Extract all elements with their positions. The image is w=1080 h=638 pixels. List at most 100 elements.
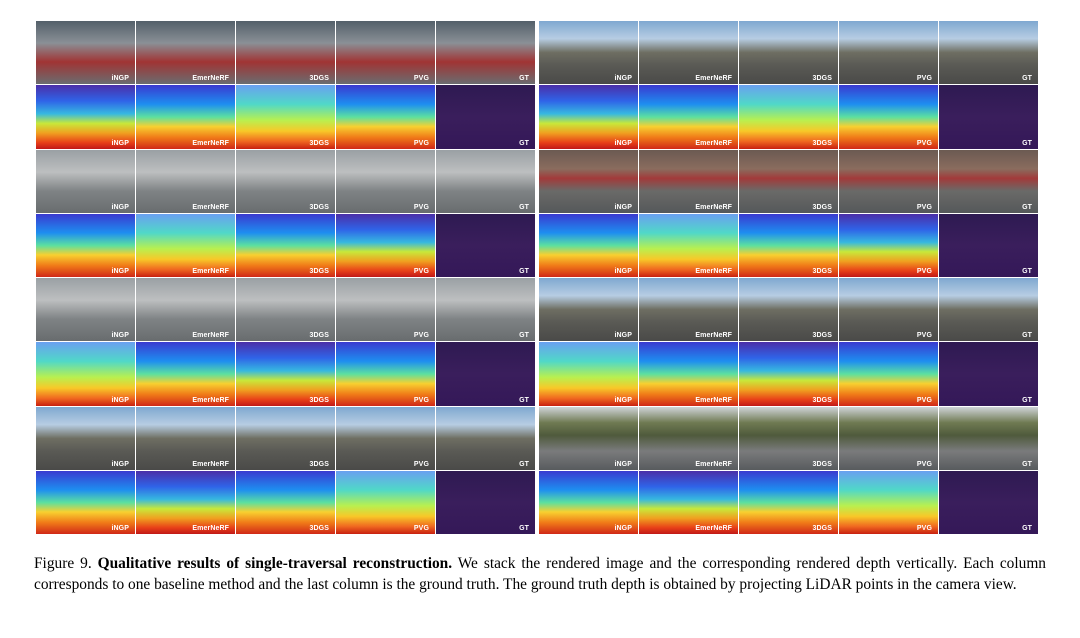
- right-scene-3-rgb-tile: 3DGS: [739, 278, 838, 342]
- right-scene-3-rgb-tile: PVG: [839, 278, 938, 342]
- method-label: EmerNeRF: [192, 139, 229, 147]
- method-label: iNGP: [614, 396, 632, 404]
- method-label: EmerNeRF: [695, 75, 732, 83]
- method-label: iNGP: [614, 460, 632, 468]
- method-label: iNGP: [614, 268, 632, 275]
- left-scene-2-depth-tile: GT: [436, 213, 535, 277]
- method-label: GT: [1022, 203, 1032, 211]
- right-scene-2-rgb-tile: EmerNeRF: [639, 149, 738, 213]
- method-label: EmerNeRF: [192, 75, 229, 83]
- left-panel: iNGP EmerNeRF 3DGS PVG GT iNGP EmerNeRF 3DGS PVG…: [36, 21, 535, 534]
- method-label: GT: [519, 396, 529, 404]
- method-label: 3DGS: [309, 460, 329, 468]
- qualitative-results-figure: iNGP EmerNeRF 3DGS PVG GT iNGP EmerNeRF 3DGS PVG…: [36, 21, 1039, 534]
- right-scene-1-rgb-tile: GT: [939, 21, 1038, 85]
- right-scene-2-depth-tile: PVG: [839, 213, 938, 277]
- method-label: EmerNeRF: [695, 525, 732, 532]
- right-scene-4-rgb-tile: 3DGS: [739, 406, 838, 470]
- left-scene-2-rgb-tile: PVG: [336, 149, 435, 213]
- method-label: 3DGS: [812, 396, 832, 404]
- right-scene-3-depth-tile: PVG: [839, 342, 938, 406]
- method-label: PVG: [413, 75, 429, 83]
- method-label: PVG: [413, 203, 429, 211]
- method-label: iNGP: [614, 525, 632, 532]
- left-scene-1-rgb-tile: PVG: [336, 21, 435, 85]
- method-label: iNGP: [111, 268, 129, 275]
- method-label: EmerNeRF: [192, 203, 229, 211]
- method-label: PVG: [916, 460, 932, 468]
- method-label: GT: [519, 525, 529, 532]
- method-label: EmerNeRF: [192, 525, 229, 532]
- method-label: 3DGS: [309, 268, 329, 275]
- left-scene-2-rgb-tile: EmerNeRF: [136, 149, 235, 213]
- left-scene-2-depth-tile: 3DGS: [236, 213, 335, 277]
- right-scene-1-rgb-tile: 3DGS: [739, 21, 838, 85]
- right-scene-3-depth-tile: 3DGS: [739, 342, 838, 406]
- method-label: GT: [519, 203, 529, 211]
- left-scene-4-rgb-tile: iNGP: [36, 406, 135, 470]
- left-tile-grid: iNGP EmerNeRF 3DGS PVG GT iNGP EmerNeRF 3DGS PVG…: [36, 21, 535, 534]
- method-label: EmerNeRF: [695, 139, 732, 147]
- method-label: EmerNeRF: [192, 396, 229, 404]
- left-scene-4-depth-tile: EmerNeRF: [136, 470, 235, 534]
- right-scene-2-depth-tile: iNGP: [539, 213, 638, 277]
- method-label: GT: [1022, 139, 1032, 147]
- right-scene-1-depth-tile: EmerNeRF: [639, 85, 738, 149]
- left-scene-3-depth-tile: PVG: [336, 342, 435, 406]
- method-label: PVG: [916, 396, 932, 404]
- method-label: 3DGS: [812, 75, 832, 83]
- left-scene-2-rgb-tile: GT: [436, 149, 535, 213]
- method-label: GT: [1022, 525, 1032, 532]
- method-label: EmerNeRF: [695, 332, 732, 340]
- right-scene-3-depth-tile: iNGP: [539, 342, 638, 406]
- left-scene-1-rgb-tile: EmerNeRF: [136, 21, 235, 85]
- right-scene-4-rgb-tile: iNGP: [539, 406, 638, 470]
- method-label: iNGP: [111, 460, 129, 468]
- left-scene-4-depth-tile: 3DGS: [236, 470, 335, 534]
- method-label: 3DGS: [812, 268, 832, 275]
- method-label: 3DGS: [812, 139, 832, 147]
- method-label: EmerNeRF: [695, 268, 732, 275]
- right-scene-4-rgb-tile: EmerNeRF: [639, 406, 738, 470]
- left-scene-3-rgb-tile: EmerNeRF: [136, 278, 235, 342]
- left-scene-3-depth-tile: 3DGS: [236, 342, 335, 406]
- left-scene-3-depth-tile: EmerNeRF: [136, 342, 235, 406]
- method-label: iNGP: [111, 139, 129, 147]
- left-scene-4-depth-tile: GT: [436, 470, 535, 534]
- method-label: PVG: [413, 525, 429, 532]
- method-label: GT: [1022, 332, 1032, 340]
- method-label: 3DGS: [309, 396, 329, 404]
- right-scene-1-depth-tile: GT: [939, 85, 1038, 149]
- right-scene-3-rgb-tile: iNGP: [539, 278, 638, 342]
- method-label: iNGP: [111, 75, 129, 83]
- right-scene-4-rgb-tile: GT: [939, 406, 1038, 470]
- method-label: PVG: [413, 460, 429, 468]
- method-label: 3DGS: [309, 75, 329, 83]
- method-label: PVG: [916, 525, 932, 532]
- left-scene-2-rgb-tile: 3DGS: [236, 149, 335, 213]
- left-scene-3-rgb-tile: GT: [436, 278, 535, 342]
- method-label: GT: [1022, 268, 1032, 275]
- left-scene-1-rgb-tile: GT: [436, 21, 535, 85]
- right-scene-4-rgb-tile: PVG: [839, 406, 938, 470]
- method-label: GT: [519, 332, 529, 340]
- right-scene-2-depth-tile: 3DGS: [739, 213, 838, 277]
- right-scene-1-depth-tile: iNGP: [539, 85, 638, 149]
- method-label: 3DGS: [812, 460, 832, 468]
- left-scene-3-rgb-tile: iNGP: [36, 278, 135, 342]
- left-scene-1-depth-tile: iNGP: [36, 85, 135, 149]
- right-panel: iNGP EmerNeRF 3DGS PVG GT iNGP EmerNeRF 3DGS PVG…: [539, 21, 1038, 534]
- left-scene-1-depth-tile: GT: [436, 85, 535, 149]
- left-scene-2-depth-tile: PVG: [336, 213, 435, 277]
- method-label: GT: [519, 139, 529, 147]
- method-label: PVG: [916, 268, 932, 275]
- right-scene-4-depth-tile: iNGP: [539, 470, 638, 534]
- right-scene-1-depth-tile: 3DGS: [739, 85, 838, 149]
- left-scene-2-depth-tile: iNGP: [36, 213, 135, 277]
- left-scene-3-depth-tile: GT: [436, 342, 535, 406]
- left-scene-1-rgb-tile: iNGP: [36, 21, 135, 85]
- method-label: PVG: [916, 203, 932, 211]
- method-label: GT: [519, 268, 529, 275]
- right-scene-4-depth-tile: 3DGS: [739, 470, 838, 534]
- method-label: iNGP: [614, 139, 632, 147]
